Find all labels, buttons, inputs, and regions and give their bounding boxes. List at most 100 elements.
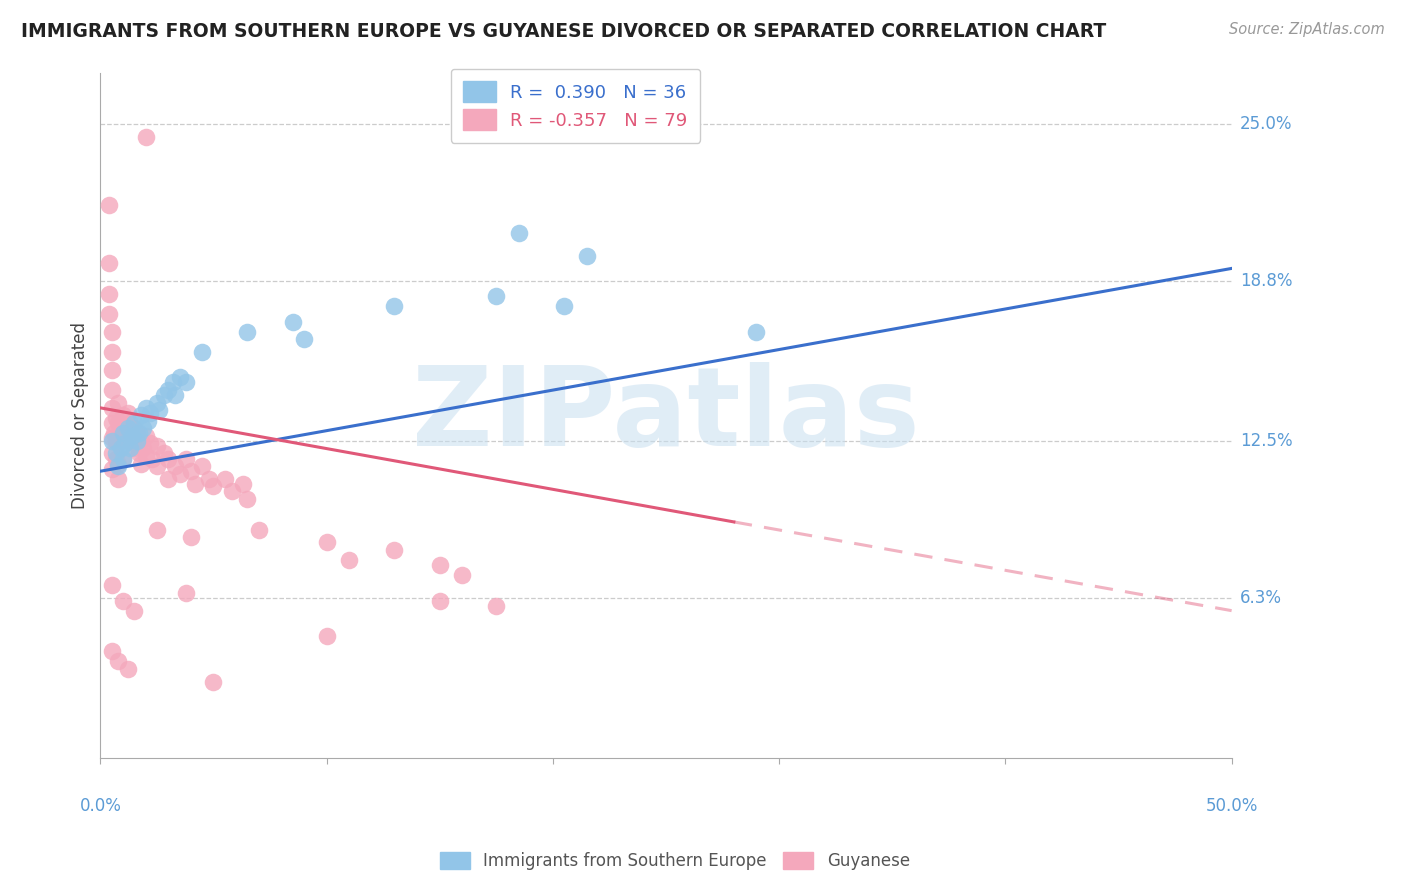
Point — [169, 467, 191, 481]
Point — [121, 428, 143, 442]
Point — [315, 629, 337, 643]
Point — [117, 662, 139, 676]
Point — [176, 376, 198, 390]
Point — [117, 406, 139, 420]
Point — [236, 492, 259, 507]
Point — [141, 451, 163, 466]
Point — [107, 472, 129, 486]
Point — [114, 436, 136, 450]
Point — [124, 604, 146, 618]
Point — [202, 479, 225, 493]
Text: 0.0%: 0.0% — [79, 797, 121, 814]
Point — [236, 325, 259, 339]
Point — [485, 599, 508, 613]
Point — [110, 426, 132, 441]
Point — [98, 307, 121, 321]
Point — [117, 421, 139, 435]
Point — [169, 370, 191, 384]
Point — [180, 530, 202, 544]
Point — [198, 472, 221, 486]
Point — [111, 451, 134, 466]
Text: ZIPatlas: ZIPatlas — [412, 362, 920, 469]
Text: 12.5%: 12.5% — [1240, 432, 1292, 450]
Point — [107, 396, 129, 410]
Text: IMMIGRANTS FROM SOUTHERN EUROPE VS GUYANESE DIVORCED OR SEPARATED CORRELATION CH: IMMIGRANTS FROM SOUTHERN EUROPE VS GUYAN… — [21, 22, 1107, 41]
Point — [247, 523, 270, 537]
Point — [100, 383, 122, 397]
Point — [107, 654, 129, 668]
Point — [315, 535, 337, 549]
Point — [111, 426, 134, 441]
Point — [146, 523, 169, 537]
Point — [100, 345, 122, 359]
Point — [429, 558, 451, 572]
Point — [100, 434, 122, 448]
Legend: Immigrants from Southern Europe, Guyanese: Immigrants from Southern Europe, Guyanes… — [433, 845, 917, 877]
Point — [281, 315, 304, 329]
Point — [117, 431, 139, 445]
Point — [745, 325, 768, 339]
Point — [146, 439, 169, 453]
Point — [128, 426, 150, 441]
Point — [157, 451, 180, 466]
Point — [100, 416, 122, 430]
Point — [132, 442, 155, 456]
Point — [129, 457, 152, 471]
Point — [107, 457, 129, 471]
Point — [163, 388, 186, 402]
Point — [292, 332, 315, 346]
Point — [384, 300, 406, 314]
Point — [105, 411, 128, 425]
Point — [128, 446, 150, 460]
Text: 18.8%: 18.8% — [1240, 272, 1292, 290]
Point — [191, 345, 214, 359]
Point — [100, 431, 122, 445]
Point — [105, 451, 128, 466]
Y-axis label: Divorced or Separated: Divorced or Separated — [72, 322, 89, 509]
Point — [508, 226, 530, 240]
Point — [135, 449, 157, 463]
Legend: R =  0.390   N = 36, R = -0.357   N = 79: R = 0.390 N = 36, R = -0.357 N = 79 — [451, 69, 700, 143]
Point — [146, 396, 169, 410]
Point — [114, 421, 136, 435]
Point — [146, 459, 169, 474]
Point — [124, 416, 146, 430]
Point — [553, 300, 575, 314]
Point — [176, 451, 198, 466]
Point — [98, 256, 121, 270]
Point — [105, 446, 128, 460]
Point — [429, 593, 451, 607]
Point — [125, 426, 148, 441]
Point — [129, 434, 152, 448]
Point — [100, 461, 122, 475]
Point — [111, 593, 134, 607]
Point — [100, 446, 122, 460]
Point — [107, 459, 129, 474]
Point — [337, 553, 360, 567]
Point — [135, 129, 157, 144]
Point — [135, 428, 157, 442]
Point — [176, 586, 198, 600]
Point — [111, 451, 134, 466]
Point — [100, 325, 122, 339]
Point — [384, 542, 406, 557]
Point — [121, 434, 143, 448]
Point — [162, 376, 184, 390]
Point — [152, 388, 174, 402]
Point — [157, 383, 180, 397]
Point — [124, 421, 146, 435]
Text: 6.3%: 6.3% — [1240, 589, 1282, 607]
Point — [451, 568, 474, 582]
Point — [107, 416, 129, 430]
Point — [129, 409, 152, 423]
Point — [232, 476, 254, 491]
Point — [214, 472, 236, 486]
Point — [110, 442, 132, 456]
Point — [135, 401, 157, 415]
Point — [180, 464, 202, 478]
Text: Source: ZipAtlas.com: Source: ZipAtlas.com — [1229, 22, 1385, 37]
Point — [98, 198, 121, 212]
Point — [100, 644, 122, 658]
Point — [103, 426, 125, 441]
Text: 25.0%: 25.0% — [1240, 115, 1292, 133]
